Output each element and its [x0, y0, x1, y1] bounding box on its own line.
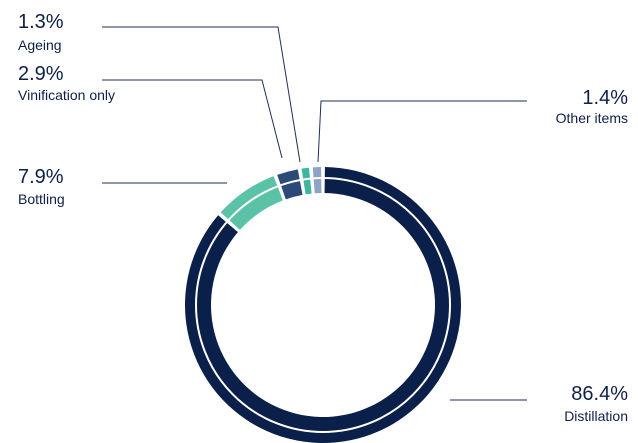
vinification-percent: 2.9%: [18, 63, 64, 85]
distillation-label: Distillation: [564, 408, 628, 424]
other-items-percent: 1.4%: [582, 87, 628, 109]
bottling-percent: 7.9%: [18, 166, 64, 188]
vinification-label: Vinification only: [18, 87, 115, 103]
donut-slice-other-items: [312, 167, 322, 194]
donut-inner-separator: [195, 177, 451, 433]
distillation-percent: 86.4%: [571, 383, 628, 405]
leader-line-other-items: [317, 100, 527, 163]
donut-slice-bottling: [220, 176, 283, 230]
ageing-percent: 1.3%: [18, 11, 64, 33]
ageing-label: Ageing: [18, 37, 62, 53]
leader-line-vinification: [102, 79, 283, 159]
bottling-label: Bottling: [18, 191, 65, 207]
donut-slice-ageing: [301, 167, 312, 195]
donut-slice-vinification-only: [277, 169, 303, 200]
other-items-label: Other items: [556, 110, 628, 126]
leader-line-ageing: [102, 26, 301, 163]
donut-slices: [185, 167, 461, 443]
